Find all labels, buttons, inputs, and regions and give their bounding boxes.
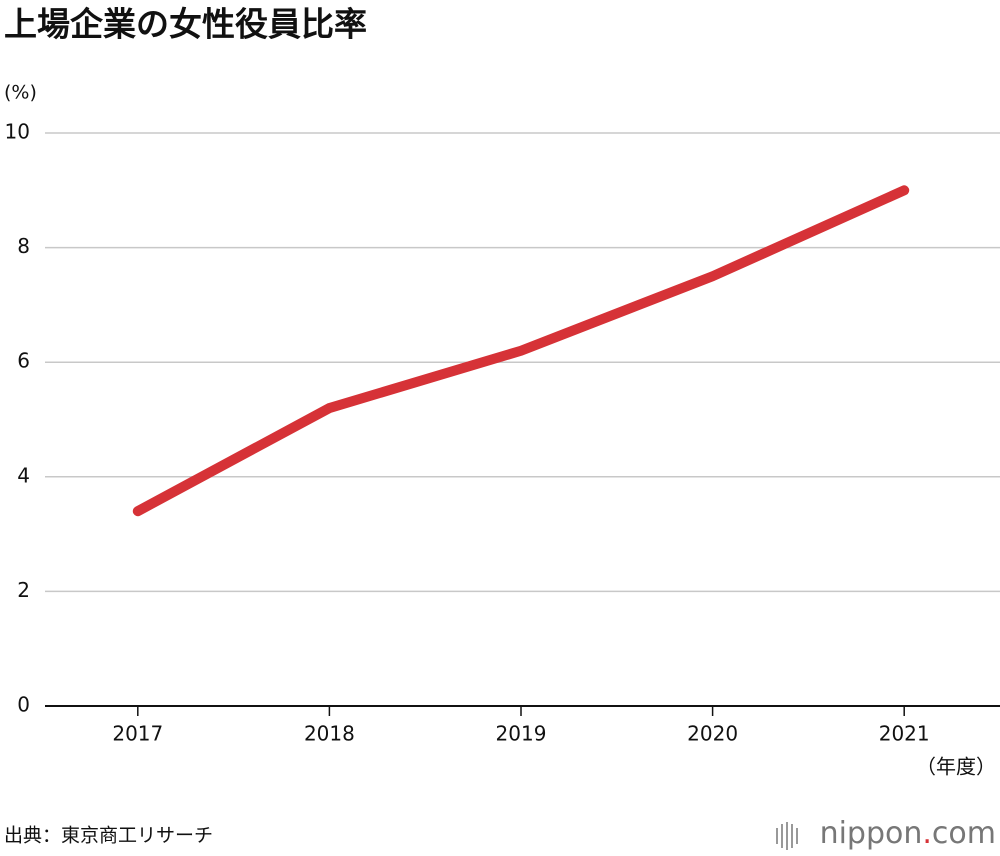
- y-tick-label: 8: [17, 234, 30, 258]
- x-tick-label: 2020: [687, 722, 738, 746]
- y-tick-label: 4: [17, 463, 30, 487]
- y-axis-unit: (%): [4, 82, 37, 104]
- x-tick-label: 2017: [112, 722, 163, 746]
- data-line: [132, 185, 910, 517]
- logo-icon: [776, 822, 798, 850]
- x-axis-unit: （年度）: [916, 755, 996, 779]
- y-tick-label: 10: [5, 120, 30, 144]
- y-tick-label: 0: [17, 693, 30, 717]
- logo-dot: .: [922, 816, 932, 851]
- x-tick-label: 2021: [879, 722, 930, 746]
- chart-title: 上場企業の女性役員比率: [4, 5, 367, 44]
- y-tick-label: 2: [17, 578, 30, 602]
- logo-tld: com: [932, 816, 996, 851]
- logo-name: nippon: [820, 816, 923, 851]
- x-tick-label: 2019: [496, 722, 547, 746]
- y-tick-label: 6: [17, 349, 30, 373]
- source: 出典：東京商工リサーチ: [4, 825, 213, 847]
- logo: nippon.com: [820, 816, 996, 851]
- x-tick-label: 2018: [304, 722, 355, 746]
